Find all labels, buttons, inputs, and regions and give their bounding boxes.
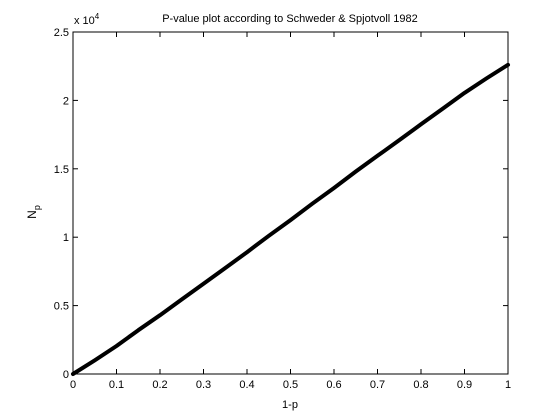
series-line <box>71 62 510 376</box>
chart-title: P-value plot according to Schweder & Spj… <box>162 13 418 25</box>
axis-ticks: 0 0.1 0.2 0.3 0.4 0.5 0.6 0.7 0.8 0.9 1 0 0.5 1 1.5 2 2.… <box>54 27 511 391</box>
plot-frame <box>72 31 509 375</box>
y-tick-label: 0 <box>63 369 69 381</box>
y-tick-label: 1.5 <box>54 164 69 176</box>
x-tick-label: 0.2 <box>152 379 167 391</box>
x-tick-label: 0.5 <box>283 379 298 391</box>
y-tick-label: 2 <box>63 95 69 107</box>
x-tick-label: 0.4 <box>239 379 254 391</box>
y-tick-label: 0.5 <box>54 301 69 313</box>
x-tick-label: 1 <box>505 379 511 391</box>
y-axis-label: Np <box>25 205 42 219</box>
x-tick-label: 0.9 <box>457 379 472 391</box>
x-tick-label: 0.1 <box>109 379 124 391</box>
y-tick-label: 2.5 <box>54 27 69 39</box>
y-tick-label: 1 <box>63 232 69 244</box>
x-axis-label: 1-p <box>282 399 298 411</box>
x-tick-label: 0.3 <box>196 379 211 391</box>
x-tick-label: 0.6 <box>326 379 341 391</box>
plot-area <box>73 32 508 374</box>
x-tick-label: 0.7 <box>370 379 385 391</box>
x-tick-label: 0.8 <box>413 379 428 391</box>
y-axis-multiplier: x 104 <box>74 12 100 27</box>
x-tick-label: 0 <box>70 379 76 391</box>
